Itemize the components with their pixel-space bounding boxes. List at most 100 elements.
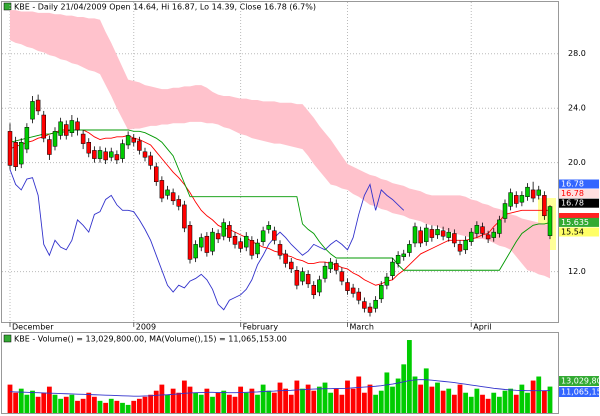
candle-body xyxy=(283,253,288,264)
candle-body xyxy=(412,226,418,244)
candle-body xyxy=(277,244,283,256)
volume-bar xyxy=(361,392,367,413)
volume-tag-label: 13,029,80 xyxy=(561,377,600,386)
candle-body xyxy=(289,261,294,270)
candle-body xyxy=(47,139,52,155)
candle-body xyxy=(64,124,69,136)
candle-body xyxy=(457,244,463,252)
volume-bar xyxy=(418,384,424,413)
candle-body xyxy=(137,140,142,151)
volume-frame xyxy=(1,332,559,414)
chart-title: KBE - Daily 21/04/2009 Open 14.64, Hi 16… xyxy=(14,3,316,12)
volume-bar xyxy=(271,392,277,413)
volume-bar xyxy=(401,364,407,413)
candle-body xyxy=(187,225,193,260)
volume-bar xyxy=(283,388,289,413)
candle-body xyxy=(305,274,311,285)
volume-bar xyxy=(159,384,165,413)
volume-bar xyxy=(13,392,19,413)
candle-body xyxy=(463,240,468,251)
candle-body xyxy=(519,195,525,203)
indicator-line xyxy=(9,169,405,311)
candle-body xyxy=(446,231,451,238)
candle-body xyxy=(294,270,300,286)
volume-bar xyxy=(249,388,255,413)
volume-bar xyxy=(373,394,379,413)
candle-body xyxy=(24,127,30,150)
candle-body xyxy=(311,284,316,296)
candle-body xyxy=(502,203,508,219)
volume-bar xyxy=(451,394,457,413)
candle-body xyxy=(418,230,423,244)
candle-body xyxy=(75,121,80,131)
volume-bar xyxy=(316,386,322,413)
price-frame xyxy=(1,1,559,323)
volume-bar xyxy=(474,388,480,413)
candle-body xyxy=(390,261,395,276)
candle-body xyxy=(508,192,513,207)
candle-body xyxy=(154,166,159,182)
candle-body xyxy=(13,142,18,168)
candle-body xyxy=(244,235,249,248)
candle-body xyxy=(69,120,75,133)
volume-bar xyxy=(328,392,334,413)
volume-bar xyxy=(187,386,193,413)
volume-bar xyxy=(204,388,210,413)
candle-body xyxy=(260,230,266,242)
volume-bar xyxy=(266,390,272,413)
volume-bar xyxy=(350,388,356,413)
volume-bar xyxy=(502,390,508,413)
x-tick-label: 2009 xyxy=(136,323,156,332)
indicator-line xyxy=(9,129,551,271)
volume-bar xyxy=(198,394,204,413)
candle-body xyxy=(30,101,35,120)
volume-title-icon xyxy=(3,334,12,343)
candle-body xyxy=(97,150,103,159)
candle-body xyxy=(452,233,457,244)
y-tick-label: 20.0 xyxy=(568,158,586,167)
candle-body xyxy=(221,222,226,237)
volume-bar xyxy=(496,396,502,413)
volume-bar xyxy=(103,402,109,413)
volume-bar xyxy=(80,398,86,413)
x-tick-label: April xyxy=(473,323,491,332)
volume-bar xyxy=(148,394,154,413)
candle-body xyxy=(92,150,97,159)
candle-body xyxy=(120,143,125,159)
candle-body xyxy=(362,301,367,309)
volume-bar xyxy=(480,394,485,413)
volume-bar xyxy=(131,400,137,413)
candle-body xyxy=(300,271,305,282)
volume-bar xyxy=(114,400,120,413)
candle-body xyxy=(238,241,243,249)
volume-bar xyxy=(255,394,260,413)
price-tag-label: 15.54 xyxy=(561,228,584,237)
volume-tag-label: 11,065,15 xyxy=(561,388,600,397)
volume-bar xyxy=(232,396,238,413)
volume-bar xyxy=(440,390,446,413)
volume-tag xyxy=(559,376,599,386)
volume-bar xyxy=(30,390,35,413)
candle-body xyxy=(199,237,204,248)
price-tag xyxy=(559,213,599,222)
volume-bar xyxy=(7,384,13,413)
candle-body xyxy=(547,206,553,236)
volume-bar xyxy=(142,396,148,413)
volume-bar xyxy=(170,388,176,413)
volume-bar xyxy=(69,394,75,413)
volume-bar xyxy=(541,390,547,413)
volume-title: KBE - Volume() = 13,029,800.00, MA(Volum… xyxy=(14,335,287,344)
volume-bar xyxy=(547,386,553,413)
candle-body xyxy=(514,195,519,204)
candle-body xyxy=(210,231,215,252)
volume-bar xyxy=(125,404,131,413)
volume-bar xyxy=(41,392,47,413)
candle-body xyxy=(407,244,412,253)
y-tick-label: 28.0 xyxy=(568,49,586,58)
volume-bar xyxy=(412,376,418,413)
title-icon xyxy=(3,2,12,11)
volume-tag xyxy=(559,387,599,397)
cloud xyxy=(10,10,550,279)
candle-body xyxy=(165,189,170,196)
candle-body xyxy=(497,219,502,234)
